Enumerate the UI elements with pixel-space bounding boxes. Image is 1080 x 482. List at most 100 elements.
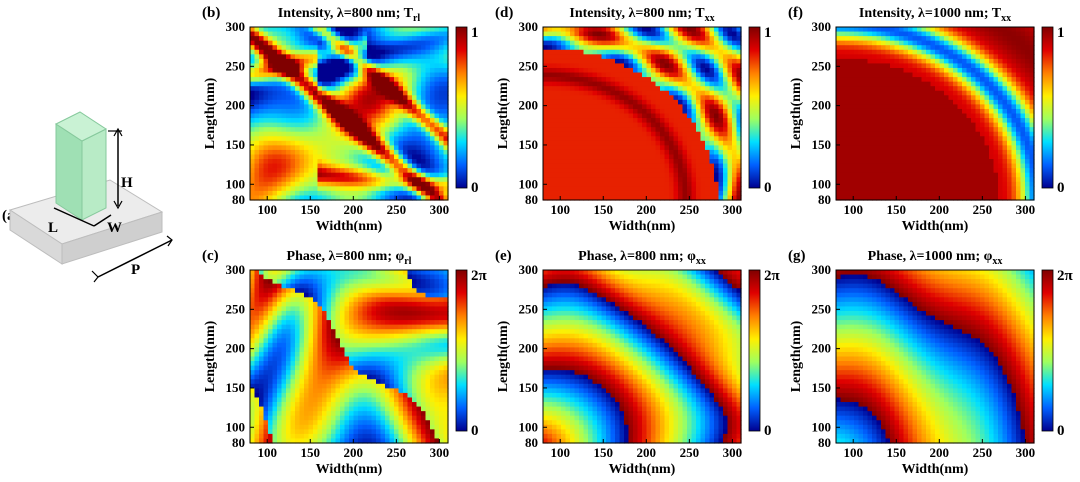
heatmap-cell bbox=[975, 95, 981, 101]
heatmap-cell bbox=[416, 99, 422, 105]
heatmap-cell bbox=[903, 168, 909, 174]
heatmap-cell bbox=[547, 54, 553, 60]
heatmap-cell bbox=[863, 67, 869, 74]
heatmap-cell bbox=[628, 108, 634, 115]
heatmap-cell bbox=[723, 45, 729, 51]
heatmap-cell bbox=[385, 131, 391, 137]
heatmap-cell bbox=[854, 45, 860, 51]
heatmap-cell bbox=[547, 36, 553, 42]
heatmap-cell bbox=[286, 58, 292, 65]
heatmap-cell bbox=[394, 159, 400, 165]
heatmap-cell bbox=[570, 145, 576, 151]
heatmap-cell bbox=[664, 140, 670, 146]
heatmap-cell bbox=[858, 149, 864, 156]
heatmap-cell bbox=[619, 118, 625, 124]
heatmap-cell bbox=[881, 67, 887, 74]
heatmap-cell bbox=[344, 58, 350, 65]
heatmap-cell bbox=[317, 104, 323, 110]
heatmap-cell bbox=[1020, 67, 1026, 74]
heatmap-cell bbox=[984, 31, 990, 37]
heatmap-cell bbox=[971, 140, 977, 146]
heatmap-cell bbox=[259, 63, 265, 69]
heatmap-cell bbox=[678, 104, 684, 110]
heatmap-cell bbox=[714, 159, 720, 165]
dim-w: W bbox=[107, 220, 122, 236]
heatmap-cell bbox=[407, 104, 413, 110]
heatmap-cell bbox=[362, 122, 368, 128]
heatmap-cell bbox=[561, 149, 567, 156]
heatmap-cell bbox=[254, 122, 260, 128]
heatmap-cell bbox=[944, 63, 950, 69]
heatmap-cell bbox=[439, 136, 445, 142]
heatmap-cell bbox=[696, 154, 702, 160]
heatmap-cell bbox=[696, 58, 702, 65]
heatmap-cell bbox=[619, 172, 625, 178]
heatmap-cell bbox=[939, 104, 945, 110]
heatmap-cell bbox=[597, 127, 603, 133]
heatmap-cell bbox=[277, 99, 283, 105]
heatmap-cell bbox=[439, 40, 445, 46]
heatmap-cell bbox=[723, 58, 729, 65]
heatmap-cell bbox=[344, 181, 350, 187]
heatmap-cell bbox=[651, 149, 657, 156]
heatmap-cell bbox=[1007, 163, 1013, 169]
y-tick-label: 250 bbox=[519, 58, 539, 73]
heatmap-cell bbox=[380, 36, 386, 42]
heatmap-cell bbox=[425, 195, 431, 201]
heatmap-cell bbox=[989, 77, 995, 83]
heatmap-cell bbox=[975, 163, 981, 169]
heatmap-cell bbox=[944, 67, 950, 74]
heatmap-cell bbox=[250, 72, 256, 78]
heatmap-cell bbox=[849, 140, 855, 146]
heatmap-cell bbox=[547, 77, 553, 83]
heatmap-cell bbox=[430, 163, 436, 169]
heatmap-cell bbox=[304, 49, 310, 55]
heatmap-cell bbox=[601, 90, 607, 96]
heatmap-cell bbox=[425, 49, 431, 55]
heatmap-cell bbox=[989, 159, 995, 165]
heatmap-cell bbox=[669, 77, 675, 83]
heatmap-cell bbox=[547, 127, 553, 133]
heatmap-cell bbox=[592, 145, 598, 151]
heatmap-cell bbox=[340, 49, 346, 55]
heatmap-cell bbox=[1002, 181, 1008, 187]
heatmap-cell bbox=[362, 31, 368, 37]
heatmap-cell bbox=[439, 159, 445, 165]
heatmap-cell bbox=[317, 40, 323, 46]
heatmap-cell bbox=[682, 118, 688, 124]
heatmap-cell bbox=[552, 72, 558, 78]
heatmap-cell bbox=[376, 131, 382, 137]
heatmap-cell bbox=[998, 27, 1004, 33]
heatmap-cell bbox=[286, 140, 292, 146]
heatmap-cell bbox=[561, 67, 567, 74]
heatmap-cell bbox=[588, 186, 594, 192]
heatmap-cell bbox=[984, 81, 990, 87]
heatmap-cell bbox=[322, 195, 328, 201]
heatmap-cell bbox=[642, 195, 648, 201]
heatmap-cell bbox=[863, 154, 869, 160]
heatmap-cell bbox=[299, 118, 305, 124]
heatmap-cell bbox=[930, 77, 936, 83]
heatmap-cell bbox=[700, 27, 706, 33]
heatmap-cell bbox=[317, 36, 323, 42]
heatmap-cell bbox=[678, 40, 684, 46]
heatmap-cell bbox=[687, 113, 693, 119]
heatmap-cell bbox=[867, 127, 873, 133]
heatmap-cell bbox=[930, 40, 936, 46]
heatmap-cell bbox=[610, 49, 616, 55]
heatmap-cell bbox=[700, 108, 706, 115]
heatmap-cell bbox=[691, 58, 697, 65]
heatmap-cell bbox=[547, 131, 553, 137]
heatmap-cell bbox=[421, 86, 427, 92]
heatmap-cell bbox=[845, 195, 851, 201]
heatmap-cell bbox=[890, 177, 896, 183]
heatmap-cell bbox=[574, 154, 580, 160]
heatmap-cell bbox=[421, 127, 427, 133]
heatmap-cell bbox=[989, 72, 995, 78]
heatmap-cell bbox=[579, 49, 585, 55]
heatmap-cell bbox=[718, 67, 724, 74]
heatmap-cell bbox=[998, 127, 1004, 133]
heatmap-cell bbox=[854, 145, 860, 151]
heatmap-cell bbox=[714, 145, 720, 151]
heatmap-cell bbox=[272, 49, 278, 55]
